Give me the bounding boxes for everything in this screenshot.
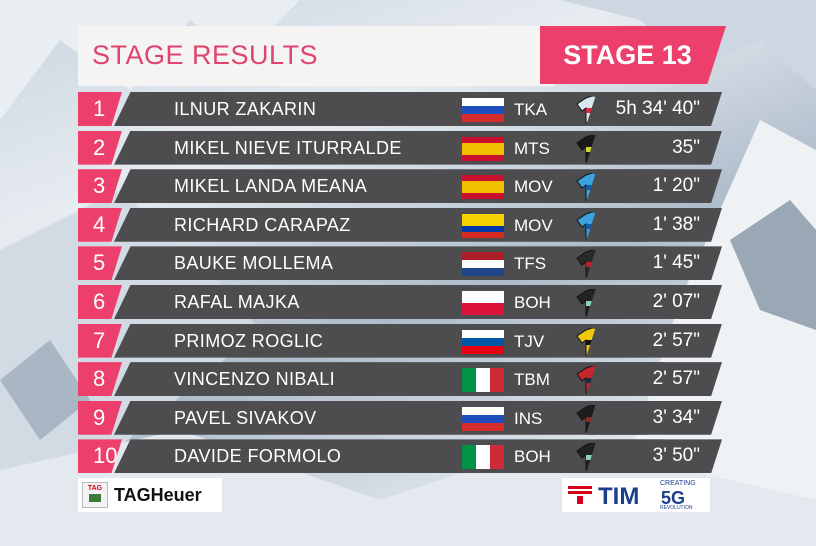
tag-heuer-emblem-icon: TAG [82, 482, 108, 508]
page-title: STAGE RESULTS [92, 40, 319, 70]
spain-flag-icon [462, 175, 504, 200]
team-code: TJV [514, 331, 545, 351]
result-row: RAFAL MAJKA BOH 6 2' 07" [78, 283, 728, 322]
time-cell: 5h 34' 40" [586, 92, 722, 126]
time-gap: 2' 57" [652, 368, 700, 390]
rider-name: PAVEL SIVAKOV [174, 407, 317, 428]
rider-name: DAVIDE FORMOLO [174, 446, 342, 467]
time-gap: 1' 38" [652, 213, 700, 235]
time-gap: 1' 45" [652, 252, 700, 274]
result-row: VINCENZO NIBALI TBM 8 2' 57" [78, 360, 728, 399]
time-cell: 3' 34" [586, 400, 722, 435]
tim-tagline-top: CREATING [660, 480, 696, 487]
spain-flag-icon [462, 136, 504, 161]
rider-bar: VINCENZO NIBALI TBM [114, 362, 664, 397]
rider-bar: DAVIDE FORMOLO BOH [114, 439, 664, 474]
team-code: BOH [514, 292, 551, 312]
position-badge: 10 [78, 439, 122, 474]
result-row: PAVEL SIVAKOV INS 9 3' 34" [78, 399, 728, 438]
team-code: BOH [514, 447, 551, 467]
time-gap: 1' 20" [652, 175, 700, 197]
tim-5g-label: 5G [661, 488, 686, 508]
result-row: MIKEL LANDA MEANA MOV 3 1' 20" [78, 167, 728, 206]
russia-flag-icon [462, 98, 504, 122]
position-badge: 4 [78, 207, 122, 242]
rider-bar: MIKEL NIEVE ITURRALDE MTS [114, 130, 664, 165]
team-code: TBM [514, 370, 550, 390]
rider-bar: RICHARD CARAPAZ MOV [114, 207, 664, 242]
rider-bar: PAVEL SIVAKOV INS [114, 400, 664, 435]
position-badge: 2 [78, 130, 122, 165]
rider-bar: RAFAL MAJKA BOH [114, 284, 664, 319]
rider-bar: ILNUR ZAKARIN TKA [114, 92, 664, 126]
rider-bar: BAUKE MOLLEMA TFS [114, 246, 664, 281]
rider-name: BAUKE MOLLEMA [174, 253, 334, 274]
results-table: ILNUR ZAKARIN TKA 1 5h 34' 40" MIKEL NIE… [78, 90, 728, 476]
rider-name: MIKEL LANDA MEANA [174, 176, 368, 197]
time-cell: 1' 20" [586, 169, 722, 204]
position-badge: 3 [78, 169, 122, 204]
time-gap: 3' 34" [652, 406, 700, 428]
position-badge: 1 [78, 92, 122, 126]
time-cell: 2' 07" [586, 284, 722, 319]
rider-bar: PRIMOZ ROGLIC TJV [114, 323, 664, 358]
ecuador-flag-icon [462, 213, 504, 238]
team-code: INS [514, 408, 543, 428]
rider-name: MIKEL NIEVE ITURRALDE [174, 137, 402, 158]
position-badge: 6 [78, 284, 122, 319]
time-gap: 35" [672, 136, 700, 158]
team-code: MOV [514, 177, 553, 197]
netherlands-flag-icon [462, 252, 504, 277]
team-code: MOV [514, 215, 553, 235]
team-code: MTS [514, 138, 550, 158]
position-badge: 5 [78, 246, 122, 281]
italy-flag-icon [462, 445, 504, 470]
time-cell: 2' 57" [586, 362, 722, 397]
result-row: RICHARD CARAPAZ MOV 4 1' 38" [78, 206, 728, 245]
rider-name: RICHARD CARAPAZ [174, 214, 351, 235]
time-gap: 3' 50" [652, 445, 700, 467]
time-gap: 2' 07" [652, 290, 700, 312]
rider-name: ILNUR ZAKARIN [174, 99, 317, 119]
rider-name: PRIMOZ ROGLIC [174, 330, 324, 351]
rider-name: RAFAL MAJKA [174, 291, 300, 312]
team-code: TKA [514, 100, 548, 119]
time-cell: 1' 45" [586, 246, 722, 281]
russia-flag-icon [462, 406, 504, 431]
position-badge: 8 [78, 362, 122, 397]
stage-label: STAGE 13 [563, 40, 692, 70]
result-row: ILNUR ZAKARIN TKA 1 5h 34' 40" [78, 90, 728, 129]
team-code: TFS [514, 254, 547, 274]
time-cell: 35" [586, 130, 722, 165]
time-cell: 1' 38" [586, 207, 722, 242]
position-badge: 9 [78, 400, 122, 435]
tag-heuer-wordmark: TAGHeuer [114, 485, 202, 505]
tim-wordmark: TIM [598, 483, 640, 510]
result-row: MIKEL NIEVE ITURRALDE MTS 2 35" [78, 129, 728, 168]
time-gap: 2' 57" [652, 329, 700, 351]
rider-bar: MIKEL LANDA MEANA MOV [114, 169, 664, 204]
italy-flag-icon [462, 368, 504, 393]
position-badge: 7 [78, 323, 122, 358]
slovenia-flag-icon [462, 329, 504, 354]
poland-flag-icon [462, 290, 504, 315]
results-header: STAGE RESULTS [78, 26, 554, 86]
time-gap: 5h 34' 40" [615, 98, 700, 119]
time-cell: 3' 50" [586, 439, 722, 474]
result-row: DAVIDE FORMOLO BOH 10 3' 50" [78, 437, 728, 476]
result-row: PRIMOZ ROGLIC TJV 7 2' 57" [78, 322, 728, 361]
tag-heuer-logo: TAG TAGHeuer [78, 478, 222, 512]
tim-tagline-bottom: REVOLUTION [660, 505, 693, 511]
tim-logo: TIM CREATING 5G REVOLUTION [562, 478, 710, 512]
stage-badge: STAGE 13 [540, 26, 726, 84]
tim-mark-icon [568, 486, 592, 504]
rider-name: VINCENZO NIBALI [174, 369, 336, 390]
result-row: BAUKE MOLLEMA TFS 5 1' 45" [78, 244, 728, 283]
time-cell: 2' 57" [586, 323, 722, 358]
